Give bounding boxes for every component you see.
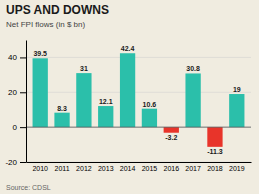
tick: 2014: [120, 165, 136, 172]
data-label: 8.3: [57, 105, 67, 112]
bar: [54, 113, 69, 127]
bar: [33, 58, 48, 127]
data-label: 39.5: [33, 50, 47, 57]
grid-line: [26, 57, 251, 58]
data-label: 19: [233, 86, 241, 93]
data-label: 42.4: [121, 45, 135, 52]
tick-label: 2017: [185, 165, 201, 172]
tick: 2017: [185, 165, 201, 172]
tick-label: 2012: [76, 165, 92, 172]
tick-label: 2013: [98, 165, 114, 172]
bar: [142, 109, 157, 127]
tick: 40: [8, 53, 26, 62]
tick: 20: [8, 88, 26, 97]
title: UPS AND DOWNS: [6, 3, 109, 17]
tick-label: 2018: [207, 165, 223, 172]
tick-label: 2016: [163, 165, 179, 172]
tick: 2013: [98, 165, 114, 172]
tick-label: 2014: [120, 165, 136, 172]
bar: [185, 73, 200, 127]
bar: [120, 53, 135, 127]
bar: [76, 73, 91, 127]
data-label: -11.3: [207, 148, 223, 155]
data-label: 10.6: [143, 101, 157, 108]
tick: 2018: [207, 165, 223, 172]
tick-mark: [20, 92, 26, 93]
axis-line: [27, 162, 252, 163]
data-label: 30.8: [186, 65, 200, 72]
annotation: Source: CDSL: [6, 184, 51, 191]
tick: 2012: [76, 165, 92, 172]
tick: 2015: [142, 165, 158, 172]
tick-label: 2019: [229, 165, 245, 172]
bar: [207, 127, 222, 147]
tick: 2011: [55, 165, 70, 172]
grid-line: [26, 162, 251, 163]
tick-label: 40: [8, 53, 17, 62]
tick-mark: [20, 162, 26, 163]
tick-mark: [20, 57, 26, 58]
grid-line: [26, 92, 251, 93]
bar: [164, 127, 179, 133]
grid-line: [26, 127, 251, 128]
bar: [98, 106, 113, 127]
data-label: -3.2: [165, 134, 177, 141]
tick: -20: [5, 158, 26, 167]
tick: 2016: [163, 165, 179, 172]
plot: -20 0 20 40 2010 2011 2012 2013 2014 2015 2016 2017…: [5, 41, 251, 172]
tick: 2010: [32, 165, 48, 172]
tick: 2019: [229, 165, 245, 172]
grid: [26, 57, 251, 162]
x-axis: 2010 2011 2012 2013 2014 2015 2016 2017 2018 2019: [27, 163, 252, 172]
data-label: 12.1: [99, 98, 113, 105]
tick-label: 2011: [55, 165, 70, 172]
tick: 0: [13, 123, 26, 132]
tick-label: 0: [13, 123, 18, 132]
bars: [33, 53, 245, 147]
zero-line: [26, 127, 251, 128]
chart: UPS AND DOWNS Net FPI flows (in $ bn) Sour…: [0, 0, 259, 194]
tick-label: 2015: [142, 165, 158, 172]
tick-label: -20: [5, 158, 17, 167]
subtitle: Net FPI flows (in $ bn): [6, 20, 85, 29]
y-axis: -20 0 20 40: [5, 41, 26, 168]
tick-label: 20: [8, 88, 17, 97]
tick-label: 2010: [32, 165, 48, 172]
data-labels: 39.5 8.3 31 12.1 42.4 10.6 -3.2 30.8 -11.3 19: [33, 45, 240, 154]
data-label: 31: [80, 65, 88, 72]
axis-line: [26, 41, 27, 163]
bar: [229, 94, 244, 127]
tick-mark: [20, 127, 26, 128]
